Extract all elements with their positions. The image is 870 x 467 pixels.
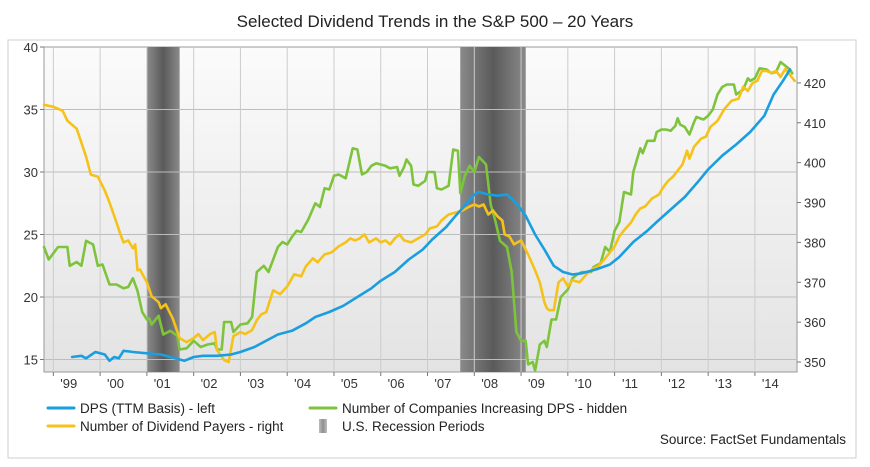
legend-swatch xyxy=(319,419,327,433)
right-tick-label: 410 xyxy=(804,116,826,131)
legend: DPS (TTM Basis) - left Number of Companie… xyxy=(46,401,627,434)
left-tick-label: 25 xyxy=(24,228,38,243)
left-tick-label: 35 xyxy=(24,103,38,118)
x-tick-label: '14 xyxy=(762,376,779,391)
chart-title: Selected Dividend Trends in the S&P 500 … xyxy=(237,12,634,31)
x-tick-label: '08 xyxy=(481,376,498,391)
x-tick-label: '04 xyxy=(294,376,311,391)
left-tick-label: 30 xyxy=(24,165,38,180)
source-note: Source: FactSet Fundamentals xyxy=(660,432,846,447)
series-lines xyxy=(42,60,796,373)
legend-label: Number of Companies Increasing DPS - hid… xyxy=(342,401,627,416)
legend-item-1: DPS (TTM Basis) - left xyxy=(46,401,215,416)
x-tick-label: '03 xyxy=(247,376,264,391)
left-tick-label: 15 xyxy=(24,353,38,368)
x-tick-label: '00 xyxy=(107,376,124,391)
legend-item-2: Number of Companies Increasing DPS - hid… xyxy=(308,401,627,416)
x-tick-label: '11 xyxy=(622,376,638,391)
legend-label: DPS (TTM Basis) - left xyxy=(80,401,215,416)
x-tick-label: '99 xyxy=(60,376,77,391)
left-tick-label: 20 xyxy=(24,290,38,305)
x-tick-label: '06 xyxy=(388,376,405,391)
x-tick-label: '13 xyxy=(715,376,732,391)
legend-item-3: Number of Dividend Payers - right xyxy=(46,419,284,434)
gridlines xyxy=(44,47,797,372)
series-line-2 xyxy=(42,60,794,373)
x-tick-label: '12 xyxy=(668,376,685,391)
axes: 15 20 25 30 35 40 350 360 370 380 390 400 410 420 '99 '… xyxy=(24,40,826,391)
right-tick-label: 420 xyxy=(804,76,826,91)
series-line-1 xyxy=(70,68,792,363)
x-tick-label: '09 xyxy=(528,376,545,391)
x-tick-label: '10 xyxy=(575,376,592,391)
series-line-3 xyxy=(42,67,796,364)
right-tick-label: 370 xyxy=(804,275,826,290)
right-tick-label: 350 xyxy=(804,355,826,370)
legend-label: U.S. Recession Periods xyxy=(342,419,485,434)
legend-item-4: U.S. Recession Periods xyxy=(319,419,485,434)
recession-band-1 xyxy=(146,47,180,372)
x-tick-label: '01 xyxy=(154,376,171,391)
right-tick-label: 390 xyxy=(804,196,826,211)
legend-label: Number of Dividend Payers - right xyxy=(80,419,284,434)
right-tick-label: 400 xyxy=(804,156,826,171)
outer-frame xyxy=(7,39,857,459)
x-tick-label: '07 xyxy=(434,376,451,391)
left-tick-label: 40 xyxy=(24,40,38,55)
right-tick-label: 360 xyxy=(804,315,826,330)
right-tick-label: 380 xyxy=(804,235,826,250)
x-tick-label: '05 xyxy=(341,376,358,391)
x-tick-label: '02 xyxy=(201,376,218,391)
